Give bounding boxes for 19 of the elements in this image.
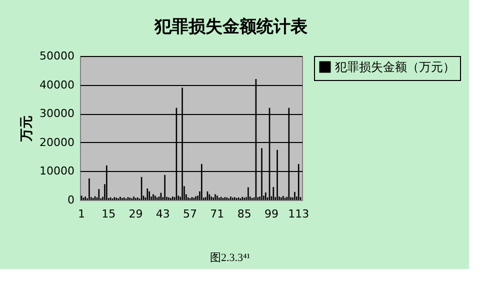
y-tick-label: 0: [68, 194, 74, 206]
legend-label: 犯罪损失金额（万元）: [335, 60, 455, 74]
x-tick-label: 43: [156, 208, 170, 220]
y-tick-label: 30000: [40, 107, 74, 120]
x-tick-label: 15: [102, 208, 116, 220]
x-tick-label: 71: [210, 208, 224, 220]
y-tick-label: 10000: [40, 164, 74, 178]
caption: 图2.3.3⁴¹: [210, 252, 250, 264]
y-tick-label: 50000: [40, 50, 74, 62]
y-tick-label: 40000: [40, 78, 74, 92]
x-tick-label: 113: [288, 208, 310, 220]
y-axis-title: 万元: [20, 116, 35, 142]
x-tick-label: 57: [183, 208, 198, 220]
chart-title: 犯罪损失金额统计表: [154, 17, 308, 36]
x-tick-label: 99: [264, 208, 278, 220]
x-tick-label: 85: [237, 208, 252, 220]
x-tick-label: 1: [78, 208, 85, 220]
y-tick-label: 20000: [40, 136, 74, 149]
x-tick-label: 29: [128, 208, 143, 220]
